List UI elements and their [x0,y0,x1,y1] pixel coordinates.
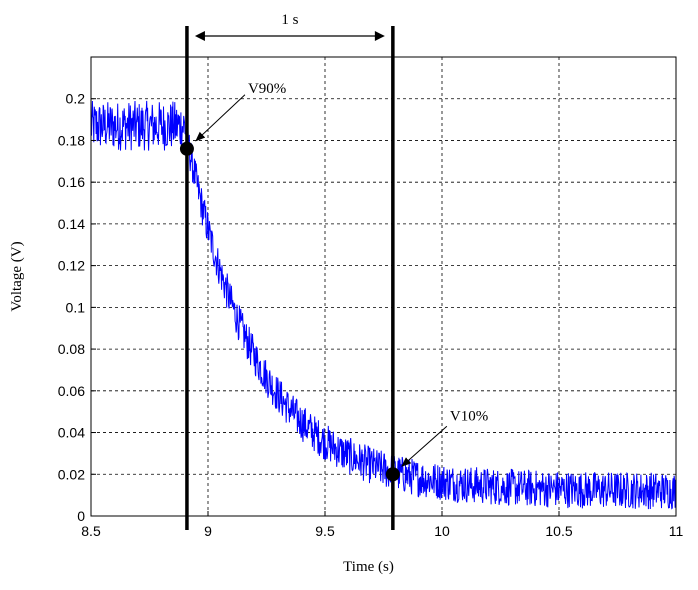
x-tick-label: 10 [434,523,450,539]
x-tick-label: 10.5 [545,523,572,539]
x-tick-label: 11 [669,523,684,539]
y-tick-label: 0.04 [58,425,85,441]
y-tick-label: 0.08 [58,341,85,357]
y-tick-label: 0.06 [58,383,85,399]
axis-ticks: 8.5 9 9.5 10 10.5 11 0 0.02 0.04 0.06 0.08 0.1 0.12 0… [58,91,684,539]
interval-label: 1 s [281,12,298,28]
y-tick-label: 0.18 [58,132,85,148]
marker-point [385,467,400,482]
marker-label: V10% [450,408,488,424]
plot-frame [90,56,677,517]
marker-point [179,141,194,156]
marker-arrow [195,94,246,142]
threshold-lines [185,26,395,530]
marker-arrow [401,425,448,467]
x-tick-label: 9 [204,523,212,539]
marker-label: V90% [248,81,286,97]
annotations: 1 s V90% V10% [179,12,488,482]
voltage-signal-line [90,100,677,510]
x-tick-label: 9.5 [315,523,335,539]
y-tick-label: 0.1 [66,299,86,315]
x-tick-label: 8.5 [81,523,101,539]
y-tick-label: 0.12 [58,258,85,274]
y-tick-label: 0.16 [58,174,85,190]
y-tick-label: 0.02 [58,466,85,482]
y-tick-label: 0.14 [58,216,85,232]
interval-arrow-right-head [374,31,385,41]
y-tick-label: 0 [77,508,85,524]
grid-lines [91,57,676,516]
interval-arrow-left-head [194,31,205,41]
y-tick-label: 0.2 [66,91,86,107]
x-axis-label: Time (s) [343,559,394,575]
y-axis-label: Voltage (V) [9,241,25,311]
